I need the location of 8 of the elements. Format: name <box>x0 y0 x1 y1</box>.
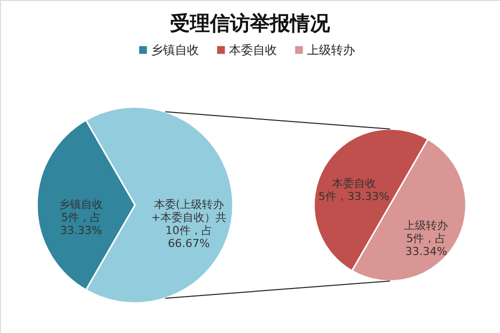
legend-label: 本委自收 <box>229 43 277 57</box>
data-label: 上级转办 5件，占 33.34% <box>404 218 448 258</box>
data-label: 本委(上级转办 +本委自收）共 10件，占 66.67% <box>151 198 227 250</box>
legend-label: 上级转办 <box>307 43 355 57</box>
legend-label: 乡镇自收 <box>151 43 199 57</box>
data-label: 本委自收 5件，33.33% <box>318 177 390 204</box>
chart-title: 受理信访举报情况 <box>170 11 331 35</box>
data-label: 乡镇自收 5件，占 33.33% <box>59 198 104 238</box>
